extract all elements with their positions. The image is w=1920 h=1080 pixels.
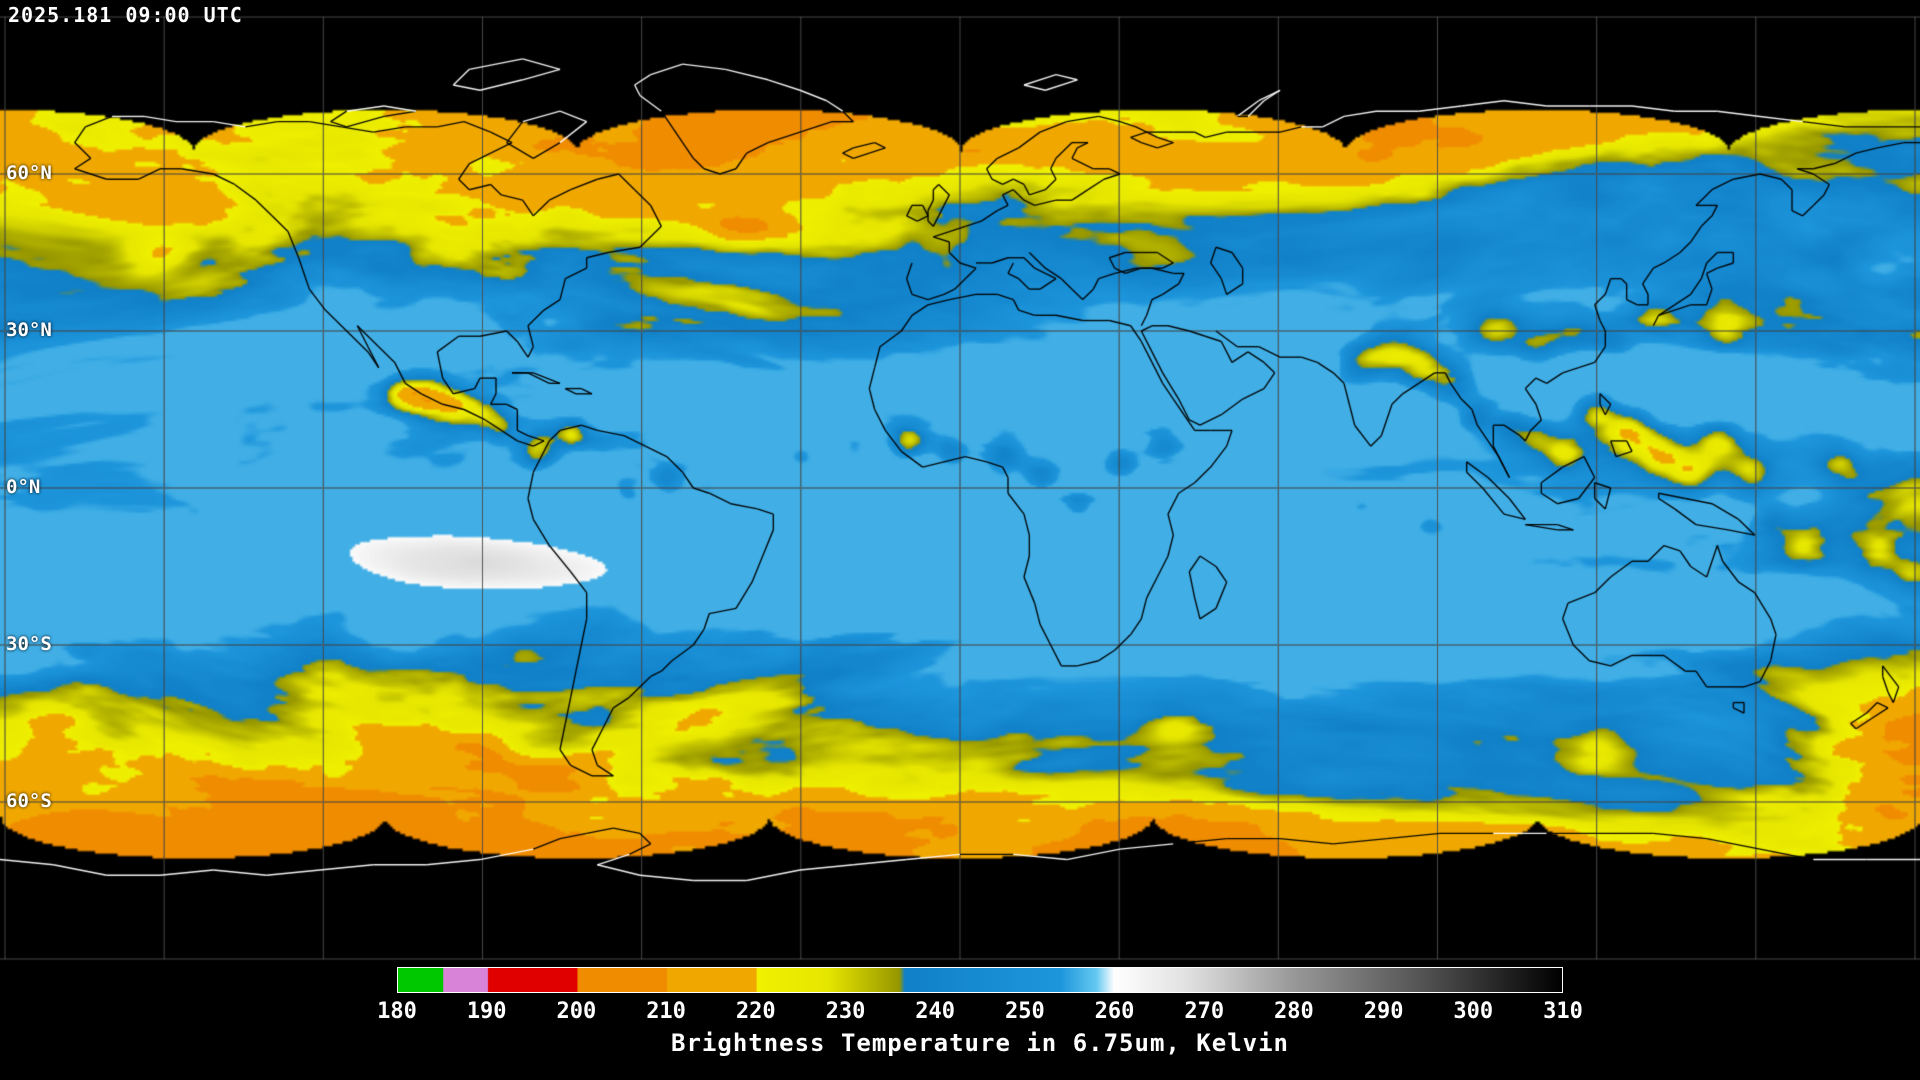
- colorbar: 180 190 200 210 220 230 240 250 260 270 280 290 300 3…: [377, 967, 1583, 1057]
- colorbar-tick: 280: [1274, 999, 1314, 1024]
- colorbar-tick: 290: [1363, 999, 1404, 1024]
- colorbar-title: Brightness Temperature in 6.75um, Kelvin: [671, 1029, 1289, 1057]
- lat-label: 60°N: [6, 161, 52, 184]
- colorbar-tick: 240: [915, 999, 956, 1024]
- lat-label: 30°S: [6, 632, 52, 655]
- lat-label: 30°N: [6, 318, 52, 341]
- colorbar-tick: 220: [735, 999, 776, 1024]
- colorbar-tick: 260: [1094, 999, 1135, 1024]
- lat-label: 60°S: [6, 789, 52, 812]
- colorbar-gradient: [397, 967, 1563, 993]
- colorbar-tick: 250: [1004, 999, 1045, 1024]
- timestamp-label: 2025.181 09:00 UTC: [8, 3, 243, 27]
- colorbar-tick: 300: [1453, 999, 1494, 1024]
- colorbar-tick: 180: [377, 999, 417, 1024]
- colorbar-tick: 230: [825, 999, 866, 1024]
- colorbar-ticks: 180 190 200 210 220 230 240 250 260 270 280 290 300 3…: [377, 999, 1583, 1027]
- lat-label: 0°N: [6, 475, 41, 498]
- colorbar-tick: 210: [646, 999, 686, 1024]
- colorbar-tick: 270: [1184, 999, 1225, 1024]
- colorbar-tick: 200: [556, 999, 597, 1024]
- colorbar-tick: 310: [1543, 999, 1583, 1024]
- colorbar-tick: 190: [466, 999, 507, 1024]
